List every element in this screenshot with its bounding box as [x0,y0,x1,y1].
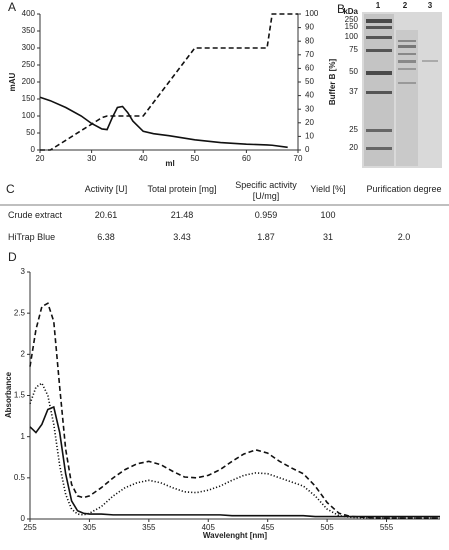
data-line [29,302,440,519]
lane-number: 3 [428,1,433,10]
x-tick-label: 405 [202,523,216,532]
marker-label: 20 [349,143,358,152]
x-tick-label: 305 [83,523,97,532]
panel-label: D [8,250,17,264]
table-cell: 6.38 [97,232,115,242]
x-tick-label: 30 [87,154,96,163]
y-tick-label: 150 [22,94,36,103]
y2-tick-label: 90 [305,23,314,32]
y2-tick-label: 80 [305,36,314,45]
table-header: Activity [U] [84,184,128,194]
y-tick-label: 0 [21,514,26,523]
y-axis-label: Absorbance [4,371,13,418]
y-tick-label: 300 [22,43,36,52]
y2-tick-label: 100 [305,9,319,18]
data-line [29,405,440,518]
x-tick-label: 555 [380,523,394,532]
table-cell: 21.48 [170,210,194,220]
y-tick-label: 0 [31,145,36,154]
x-tick-label: 40 [139,154,148,163]
y-axis-label: mAU [8,72,17,91]
y2-tick-label: 0 [305,145,310,154]
panel-label: C [6,182,15,196]
x-axis-label: ml [165,159,174,168]
y-tick-label: 0.5 [14,473,26,482]
y-tick-label: 400 [22,9,36,18]
y-tick-label: 250 [22,60,36,69]
y-tick-label: 100 [22,111,36,120]
y2-tick-label: 40 [305,91,314,100]
y-tick-label: 2.5 [14,308,26,317]
table-cell: 2.0 [397,232,411,242]
x-tick-label: 505 [320,523,334,532]
y2-tick-label: 60 [305,64,314,73]
table-header: Specific activity [U/mg] [235,180,297,201]
marker-label: 37 [349,87,358,96]
x-tick-label: 255 [23,523,37,532]
y2-tick-label: 70 [305,50,314,59]
y-tick-label: 200 [22,77,36,86]
y-tick-label: 350 [22,26,36,35]
table-cell: 31 [322,232,333,242]
table-cell: 3.43 [173,232,191,242]
table-header: Total protein [mg] [147,184,217,194]
row-label: Crude extract [8,210,63,220]
x-axis-label: Wavelenght [nm] [203,531,267,540]
lane-number: 1 [376,1,381,10]
y-tick-label: 2 [21,349,26,358]
y2-tick-label: 10 [305,132,314,141]
marker-label: 250 [345,15,359,24]
x-tick-label: 355 [142,523,156,532]
x-tick-label: 455 [261,523,275,532]
y-tick-label: 1 [21,432,26,441]
marker-label: 75 [349,45,358,54]
data-line [39,96,288,149]
x-tick-label: 60 [242,154,251,163]
y2-tick-label: 20 [305,118,314,127]
marker-label: 150 [345,22,359,31]
y-tick-label: 50 [26,128,35,137]
panel-label: A [8,0,16,14]
x-tick-label: 20 [36,154,45,163]
row-label: HiTrap Blue [8,232,56,242]
y2-tick-label: 30 [305,104,314,113]
x-tick-label: 50 [190,154,199,163]
marker-label: 100 [345,32,359,41]
data-line [40,13,298,151]
y-tick-label: 1.5 [14,391,26,400]
panel-label: B [337,2,345,16]
y2-tick-label: 50 [305,77,314,86]
table-header: Yield [%] [310,184,346,194]
x-tick-label: 70 [294,154,303,163]
gel-unit: kDa [343,7,358,16]
table-header: Purification degree [366,184,442,194]
gel-image [362,12,442,168]
table-cell: 100 [320,210,336,220]
table-cell: 20.61 [94,210,118,220]
table-cell: 1.87 [257,232,275,242]
lane-number: 2 [403,1,408,10]
table-cell: 0.959 [254,210,278,220]
y-tick-label: 3 [21,267,26,276]
marker-label: 25 [349,125,358,134]
data-line [29,381,440,519]
y2-axis-label: Buffer B [%] [328,59,337,106]
marker-label: 50 [349,67,358,76]
